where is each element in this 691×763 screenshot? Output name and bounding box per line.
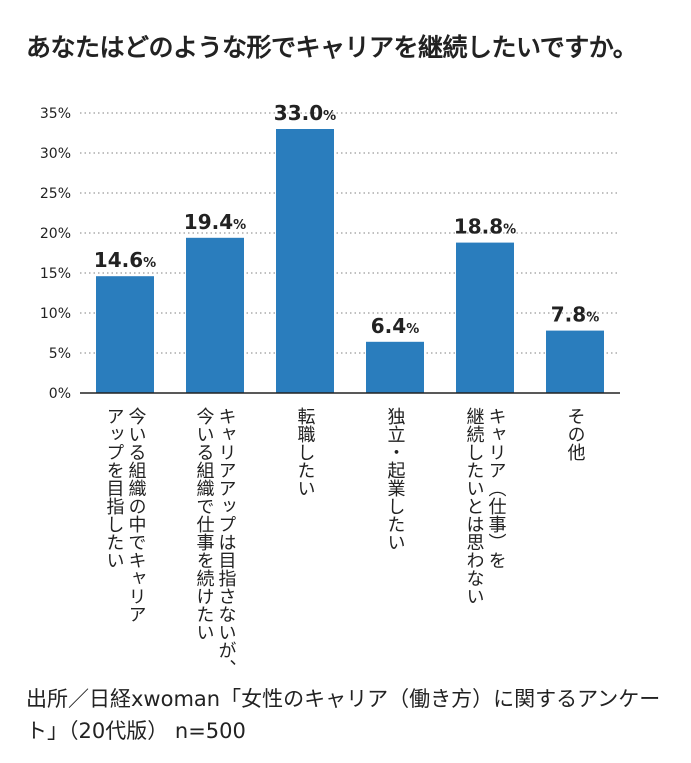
data-label-value: 6.4 [371, 314, 406, 338]
data-labels: 14.6%19.4%33.0%6.4%18.8%7.8% [94, 101, 599, 338]
data-label: 14.6% [94, 248, 156, 272]
bars [96, 129, 604, 393]
data-label: 33.0% [274, 101, 336, 125]
data-label-value: 19.4 [184, 210, 233, 234]
data-label-unit: % [406, 322, 419, 337]
category-label: 今いる組織で仕事を続けたい [194, 407, 215, 641]
data-label-unit: % [586, 311, 599, 326]
data-label-unit: % [233, 218, 246, 233]
data-label-unit: % [503, 223, 516, 238]
category-label: 今いる組織の中でキャリア [126, 407, 147, 623]
category-label: キャリア（仕事）を [486, 407, 507, 569]
bar [456, 242, 514, 393]
y-tick-label: 5% [49, 346, 71, 362]
data-label: 7.8% [551, 303, 599, 327]
source-note: 出所／日経xwoman「女性のキャリア（働き方）に関するアンケート」（20代版）… [26, 687, 661, 743]
data-label-unit: % [323, 109, 336, 124]
bar [546, 330, 604, 393]
y-tick-label: 35% [40, 106, 71, 122]
data-label: 18.8% [454, 215, 516, 239]
gridlines [80, 112, 620, 354]
category-label: キャリアアップは目指さないが、 [216, 407, 237, 677]
y-tick-label: 0% [49, 386, 71, 402]
data-label-value: 7.8 [551, 303, 586, 327]
data-label-value: 18.8 [454, 215, 503, 239]
data-label: 6.4% [371, 314, 419, 338]
category-label: 継続したいとは思わない [464, 407, 485, 605]
category-label: 独立・起業したい [385, 407, 406, 551]
y-tick-label: 15% [40, 266, 71, 282]
data-label: 19.4% [184, 210, 246, 234]
y-tick-label: 20% [40, 226, 71, 242]
category-label: 転職したい [295, 407, 316, 497]
category-label: アップを目指したい [104, 407, 125, 569]
y-tick-label: 25% [40, 186, 71, 202]
chart-title: あなたはどのような形でキャリアを継続したいですか。 [26, 33, 638, 62]
bar [276, 129, 334, 393]
y-tick-label: 30% [40, 146, 71, 162]
y-tick-label: 10% [40, 306, 71, 322]
data-label-unit: % [143, 256, 156, 271]
bar [366, 341, 424, 393]
bar [96, 276, 154, 393]
y-axis-ticks: 0% 5% 10% 15% 20% 25% 30% 35% [40, 106, 71, 402]
bar-chart: 0%5%10%15%20%25%30%35% 14.6%19.4%33.0%6.… [40, 101, 620, 677]
data-label-value: 14.6 [94, 248, 143, 272]
data-label-value: 33.0 [274, 101, 323, 125]
bar [186, 237, 244, 393]
category-label: その他 [565, 407, 586, 461]
